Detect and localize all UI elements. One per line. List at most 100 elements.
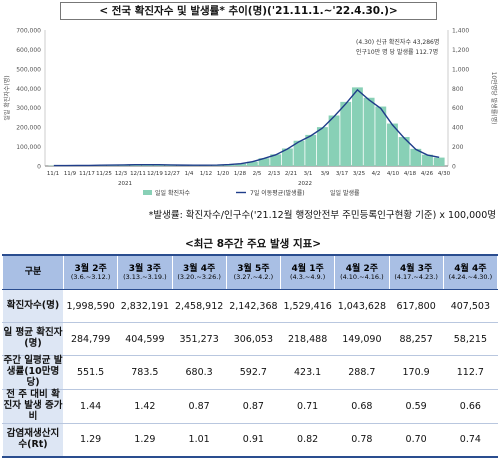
y-tick-left: 600,000 (16, 47, 41, 54)
x-tick: 12/19 (147, 171, 163, 177)
table-cell: 351,273 (172, 323, 226, 356)
legend-entry: 7일 이동평균(발생률) (250, 189, 305, 197)
daily-case-bar (375, 107, 386, 166)
table-cell: 288.7 (335, 356, 389, 390)
cases-chart: 0100,000200,000300,000400,000500,000600,… (0, 20, 500, 205)
table-cell: 2,832,191 (118, 290, 172, 323)
table-cell: 592.7 (226, 356, 280, 390)
x-tick: 4/10 (387, 171, 400, 177)
table-cell: 1,529,416 (281, 290, 335, 323)
y-tick-left: 300,000 (16, 105, 41, 112)
annotation-text: 인구10만 명 당 발생률 112.7명 (356, 48, 438, 56)
y-tick-right: 600 (452, 105, 464, 112)
table-cell: 1.44 (64, 389, 118, 423)
x-tick: 1/28 (234, 171, 247, 177)
table-cell: 1.29 (64, 423, 118, 457)
x-tick: 1/12 (200, 171, 212, 177)
y-tick-left: 0 (37, 164, 41, 171)
table-cell: 112.7 (443, 356, 497, 390)
col-range: (4.17.~4.23.) (390, 274, 443, 281)
row-label: 확진자수(명) (3, 290, 64, 323)
y-tick-left: 400,000 (16, 86, 41, 93)
table-cell: 0.87 (226, 389, 280, 423)
x-tick: 3/25 (353, 171, 366, 177)
legend-swatch-bar (143, 190, 152, 195)
col-range: (4.3.~4.9.) (281, 274, 334, 281)
col-range: (4.24.~4.30.) (444, 274, 497, 281)
daily-case-bar (305, 135, 316, 166)
table-col-header: 4월 3주(4.17.~4.23.) (389, 255, 443, 290)
y-tick-right: 400 (452, 125, 464, 132)
table-cell: 0.59 (389, 389, 443, 423)
y-tick-right: 200 (452, 144, 464, 151)
table-cell: 1.01 (172, 423, 226, 457)
daily-case-bar (434, 158, 445, 166)
table-cell: 170.9 (389, 356, 443, 390)
table-cell: 680.3 (172, 356, 226, 390)
col-range: (3.27.~4.2.) (227, 274, 280, 281)
x-tick: 12/3 (115, 171, 128, 177)
row-label: 감염재생산지수(Rt) (3, 423, 64, 457)
table-cell: 0.82 (281, 423, 335, 457)
x-tick: 11/25 (96, 171, 112, 177)
table-cell: 0.66 (443, 389, 497, 423)
daily-case-bar (364, 98, 375, 166)
chart-title: < 전국 확진자수 및 발생률* 추이(명)('21.11.1.~'22.4.3… (60, 2, 437, 20)
table-cell: 0.68 (335, 389, 389, 423)
x-tick: 12/27 (164, 171, 180, 177)
weekly-indicator-table: 구분 3월 2주(3.6.~3.12.)3월 3주(3.13.~3.19.)3월… (2, 254, 498, 458)
table-cell: 58,215 (443, 323, 497, 356)
x-tick: 1/4 (185, 171, 194, 177)
x-tick: 4/18 (404, 171, 417, 177)
table-cell: 404,599 (118, 323, 172, 356)
y-tick-left: 500,000 (16, 66, 41, 73)
row-label: 일 평균 확진자(명) (3, 323, 64, 356)
table-cell: 0.91 (226, 423, 280, 457)
col-range: (4.10.~4.16.) (335, 274, 388, 281)
table-cell: 783.5 (118, 356, 172, 390)
table-cell: 617,800 (389, 290, 443, 323)
x-tick: 4/30 (438, 171, 451, 177)
table-cell: 88,257 (389, 323, 443, 356)
y-tick-left: 200,000 (16, 125, 41, 132)
table-cell: 218,488 (281, 323, 335, 356)
table-cell: 306,053 (226, 323, 280, 356)
table-cell: 0.71 (281, 389, 335, 423)
daily-case-bar (329, 115, 340, 166)
table-cell: 149,090 (335, 323, 389, 356)
table-cell: 0.70 (389, 423, 443, 457)
table-title: <최근 8주간 주요 발생 지표> (88, 236, 418, 251)
table-cell: 0.87 (172, 389, 226, 423)
x-tick: 3/9 (321, 171, 330, 177)
table-header-row: 구분 3월 2주(3.6.~3.12.)3월 3주(3.13.~3.19.)3월… (3, 255, 498, 290)
y-tick-right: 1,400 (452, 28, 469, 35)
row-label: 전 주 대비 확진자 발생 증가비 (3, 389, 64, 423)
col-range: (3.6.~3.12.) (64, 274, 117, 281)
daily-case-bar (352, 87, 363, 166)
year-label: 2021 (118, 181, 132, 187)
table-col-header: 4월 2주(4.10.~4.16.) (335, 255, 389, 290)
x-tick: 2/5 (253, 171, 262, 177)
y-axis-label-right: 10만명당 발생률(명) (490, 72, 498, 125)
x-tick: 4/2 (372, 171, 381, 177)
col-range: (3.13.~3.19.) (118, 274, 171, 281)
table-cell: 0.78 (335, 423, 389, 457)
x-tick: 1/20 (217, 171, 230, 177)
table-cell: 284,799 (64, 323, 118, 356)
x-tick: 2/21 (285, 171, 297, 177)
table-col-header: 4월 1주(4.3.~4.9.) (281, 255, 335, 290)
table-cell: 1.42 (118, 389, 172, 423)
table-col-header: 4월 4주(4.24.~4.30.) (443, 255, 497, 290)
x-tick: 11/1 (47, 171, 59, 177)
table-col-header: 3월 4주(3.20.~3.26.) (172, 255, 226, 290)
table-corner-header: 구분 (3, 255, 64, 290)
daily-case-bar (340, 102, 351, 166)
table-cell: 407,503 (443, 290, 497, 323)
table-col-header: 3월 2주(3.6.~3.12.) (64, 255, 118, 290)
x-tick: 11/9 (64, 171, 77, 177)
table-col-header: 3월 3주(3.13.~3.19.) (118, 255, 172, 290)
